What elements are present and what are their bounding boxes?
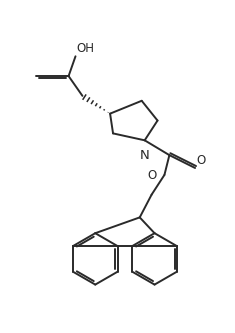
Text: O: O xyxy=(147,169,157,182)
Text: O: O xyxy=(196,154,205,167)
Text: N: N xyxy=(140,149,149,162)
Text: OH: OH xyxy=(76,42,94,55)
